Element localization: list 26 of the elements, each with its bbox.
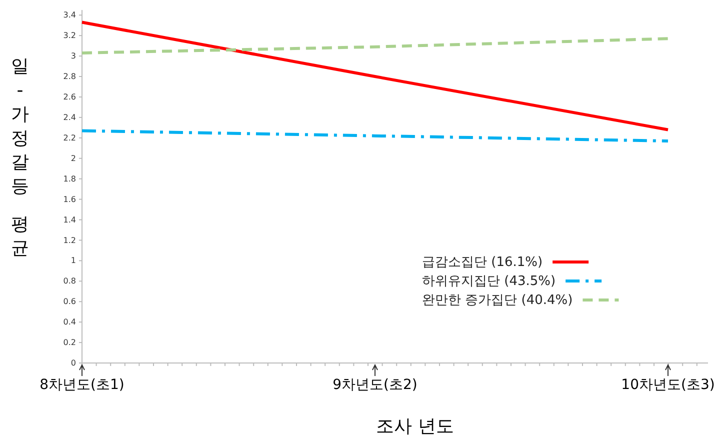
y-tick-label: 3.2 (63, 31, 76, 40)
y-tick-label: 1.2 (63, 236, 76, 245)
y-tick-label: 1.6 (63, 194, 76, 204)
y-tick-label: 2.2 (63, 133, 76, 142)
y-tick-label: 2.8 (63, 72, 76, 82)
y-tick-label: 0.6 (63, 297, 76, 306)
x-tick-label: 9차년도(초2) (332, 376, 418, 393)
y-tick-label: 2.6 (63, 92, 76, 102)
y-tick-label: 3.4 (63, 10, 76, 20)
y-tick-label: 0.2 (63, 338, 76, 348)
y-tick-label: 2 (70, 154, 76, 163)
legend-label: 하위유지집단 (43.5%) (422, 274, 556, 289)
y-tick-label: 1.4 (63, 215, 76, 224)
y-axis-title: 일-가정갈등 평균 (11, 56, 29, 259)
legend-label: 급감소집단 (16.1%) (422, 255, 543, 270)
y-tick-label: 1.8 (63, 174, 76, 184)
y-tick-label: 3 (70, 52, 76, 61)
x-tick-label: 10차년도(초3) (621, 376, 715, 393)
y-tick-label: 0 (70, 358, 76, 368)
y-tick-label: 2.4 (63, 112, 76, 122)
y-tick-label: 1 (70, 256, 76, 266)
y-tick-label: 0.8 (63, 276, 76, 286)
y-tick-label: 0.4 (63, 318, 76, 327)
x-axis-title: 조사 년도 (376, 416, 454, 437)
legend-label: 완만한 증가집단 (40.4%) (422, 293, 573, 308)
x-tick-label: 8차년도(초1) (40, 376, 124, 393)
